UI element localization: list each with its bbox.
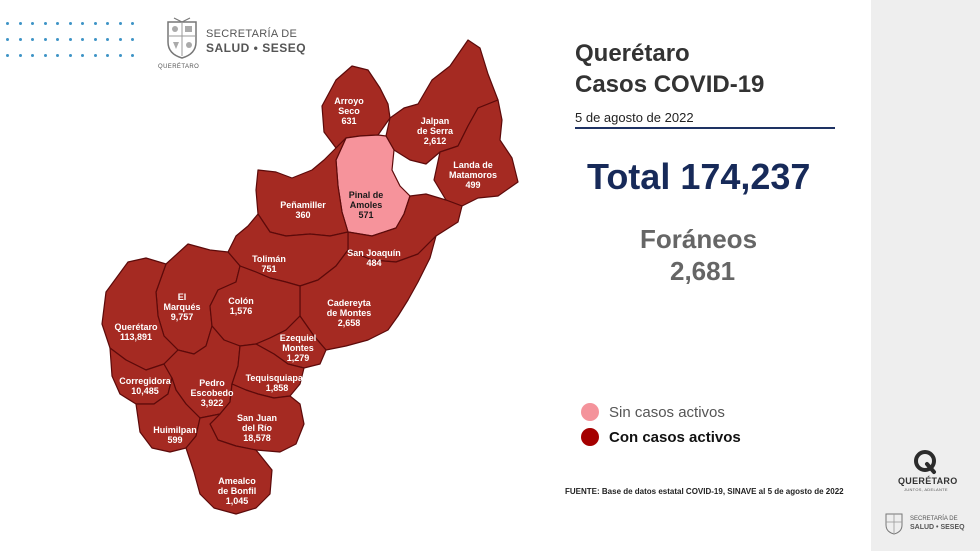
footer-crest-icon <box>885 513 903 535</box>
municipality-name-line: Montes <box>282 343 314 353</box>
map-label-ezequiel-montes: Ezequiel Montes 1,279 <box>280 333 317 363</box>
municipality-name-line: Tolimán <box>252 254 286 264</box>
municipality-case-count: 18,578 <box>243 433 271 443</box>
municipality-name-line: de Serra <box>416 126 454 136</box>
footer-org-line2: SALUD • SESEQ <box>910 524 965 531</box>
org-name-line2: SALUD • SESEQ <box>206 41 307 55</box>
source-note: FUENTE: Base de datos estatal COVID-19, … <box>565 487 844 496</box>
municipality-name-line: Pedro <box>199 378 225 388</box>
municipality-name-line: San Juan <box>236 413 278 423</box>
legend-item-active: Con casos activos <box>581 428 741 446</box>
map-label-colon: Colón 1,576 <box>228 296 254 316</box>
municipality-case-count: 360 <box>295 210 311 220</box>
municipality-name-line: Marqués <box>163 302 201 312</box>
municipality-name-line: Huimilpan <box>153 425 197 435</box>
footer-logo-text: QUERÉTARO <box>898 476 958 486</box>
title-divider <box>575 127 835 129</box>
map-label-huimilpan: Huimilpan 599 <box>153 425 197 445</box>
map-label-el-marques: El Marqués 9,757 <box>163 292 200 322</box>
municipality-case-count: 2,658 <box>337 318 361 328</box>
municipality-name-line: Amealco <box>218 476 256 486</box>
region-penamiller <box>255 137 349 237</box>
municipality-name-line: Seco <box>338 106 360 116</box>
municipality-name-line: El <box>177 292 187 302</box>
municipality-case-count: 9,757 <box>170 312 194 322</box>
legend-item-inactive: Sin casos activos <box>581 403 725 421</box>
municipality-name-line: Peñamiller <box>280 200 326 210</box>
legend-swatch-inactive <box>581 403 599 421</box>
queretaro-q-logo-icon <box>914 450 936 474</box>
municipality-case-count: 1,045 <box>225 496 249 506</box>
municipality-name-line: del Río <box>241 423 273 433</box>
org-name-line1: SECRETARÍA DE <box>206 28 298 40</box>
map-label-pinal: Pinal de Amoles 571 <box>349 190 384 220</box>
municipality-name-line: Cadereyta <box>327 298 371 308</box>
municipality-case-count: 571 <box>358 210 374 220</box>
municipality-name-line: Corregidora <box>119 376 171 386</box>
municipality-case-count: 1,576 <box>229 306 253 316</box>
municipality-name-line: Matamoros <box>448 170 498 180</box>
municipality-name-line: Tequisquiapan <box>245 373 309 383</box>
queretaro-map <box>101 39 519 515</box>
municipality-case-count: 1,279 <box>286 353 310 363</box>
map-label-jalpan: Jalpan de Serra 2,612 <box>417 116 453 146</box>
legend-label-inactive: Sin casos activos <box>609 403 725 421</box>
foraneos-label: Foráneos <box>640 224 758 254</box>
municipality-name-line: Escobedo <box>190 388 234 398</box>
map-label-san-juan: San Juan del Río 18,578 <box>237 413 277 443</box>
foraneos-value: 2,681 <box>670 256 736 286</box>
page-title-line2: Casos COVID-19 <box>575 71 765 98</box>
map-label-penamiller: Peñamiller 360 <box>280 200 326 220</box>
municipality-case-count: 113,891 <box>119 332 153 342</box>
map-label-cadereyta: Cadereyta de Montes 2,658 <box>327 298 372 328</box>
footer-logo-tagline: JUNTOS, ADELANTE <box>904 487 948 492</box>
crest-caption: QUERÉTARO <box>158 64 200 70</box>
municipality-case-count: 751 <box>261 264 277 274</box>
municipality-case-count: 631 <box>341 116 357 126</box>
municipality-name-line: Jalpan <box>420 116 450 126</box>
map-label-corregidora: Corregidora 10,485 <box>119 376 171 396</box>
map-label-pedro-escobedo: Pedro Escobedo 3,922 <box>190 378 233 408</box>
municipality-name-line: Pinal de <box>348 190 384 200</box>
map-label-arroyo-seco: Arroyo Seco 631 <box>334 96 364 126</box>
map-label-queretaro: Querétaro 113,891 <box>114 322 157 342</box>
decorative-dots <box>6 22 134 70</box>
map-label-san-joaquin: San Joaquín 484 <box>347 248 401 268</box>
municipality-name-line: Amoles <box>349 200 383 210</box>
legend-label-active: Con casos activos <box>609 428 741 446</box>
report-date: 5 de agosto de 2022 <box>575 110 694 125</box>
municipality-case-count: 10,485 <box>131 386 159 396</box>
municipality-name-line: de Montes <box>326 308 372 318</box>
municipality-case-count: 484 <box>366 258 382 268</box>
municipality-name-line: Landa de <box>453 160 493 170</box>
footer-org-line1: SECRETARÍA DE <box>910 516 958 522</box>
municipality-name-line: San Joaquín <box>347 248 401 258</box>
state-crest-icon <box>167 17 197 59</box>
municipality-case-count: 599 <box>167 435 183 445</box>
region-amealco <box>185 413 273 515</box>
map-label-tequisquiapan: Tequisquiapan 1,858 <box>246 373 309 393</box>
municipality-case-count: 3,922 <box>200 398 224 408</box>
map-label-landa: Landa de Matamoros 499 <box>449 160 497 190</box>
total-cases: Total 174,237 <box>587 156 811 197</box>
side-panel <box>871 0 980 551</box>
map-label-amealco: Amealco de Bonfil 1,045 <box>218 476 257 506</box>
municipality-case-count: 2,612 <box>423 136 447 146</box>
municipality-shapes <box>101 39 519 515</box>
legend-swatch-active <box>581 428 599 446</box>
map-label-toliman: Tolimán 751 <box>252 254 286 274</box>
page-title-line1: Querétaro <box>575 40 690 67</box>
municipality-case-count: 499 <box>465 180 481 190</box>
municipality-name-line: Ezequiel <box>279 333 317 343</box>
municipality-name-line: Querétaro <box>114 322 158 332</box>
municipality-name-line: Colón <box>228 296 254 306</box>
municipality-name-line: Arroyo <box>334 96 364 106</box>
municipality-case-count: 1,858 <box>265 383 289 393</box>
municipality-name-line: de Bonfil <box>217 486 257 496</box>
